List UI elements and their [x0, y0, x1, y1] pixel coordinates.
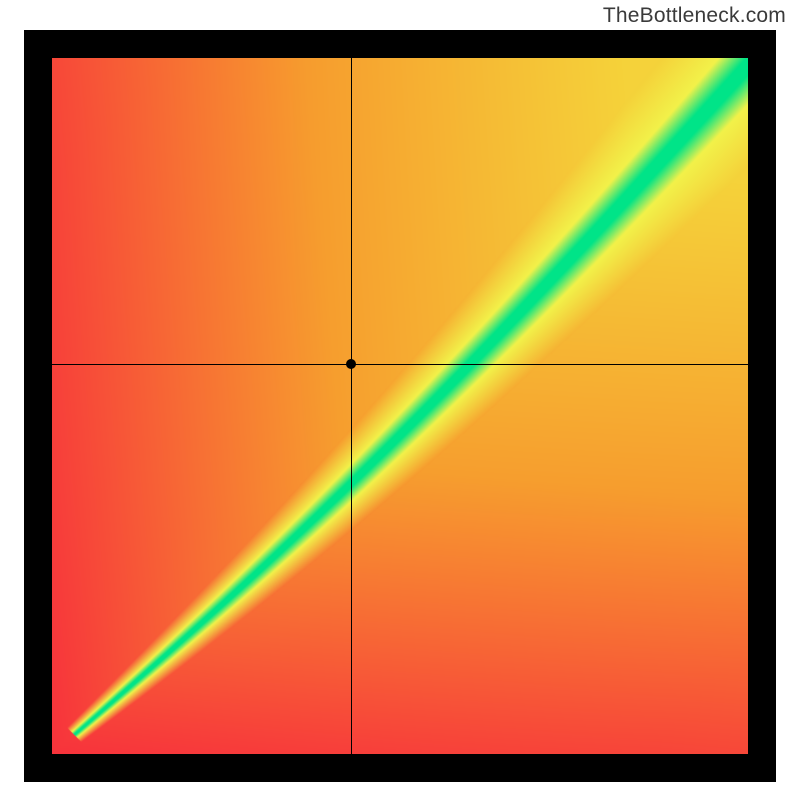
chart-container: TheBottleneck.com: [0, 0, 800, 800]
chart-frame: [24, 30, 776, 782]
watermark-text: TheBottleneck.com: [603, 4, 786, 28]
crosshair-horizontal: [52, 364, 748, 365]
heatmap-canvas: [52, 58, 748, 754]
crosshair-vertical: [351, 58, 352, 754]
